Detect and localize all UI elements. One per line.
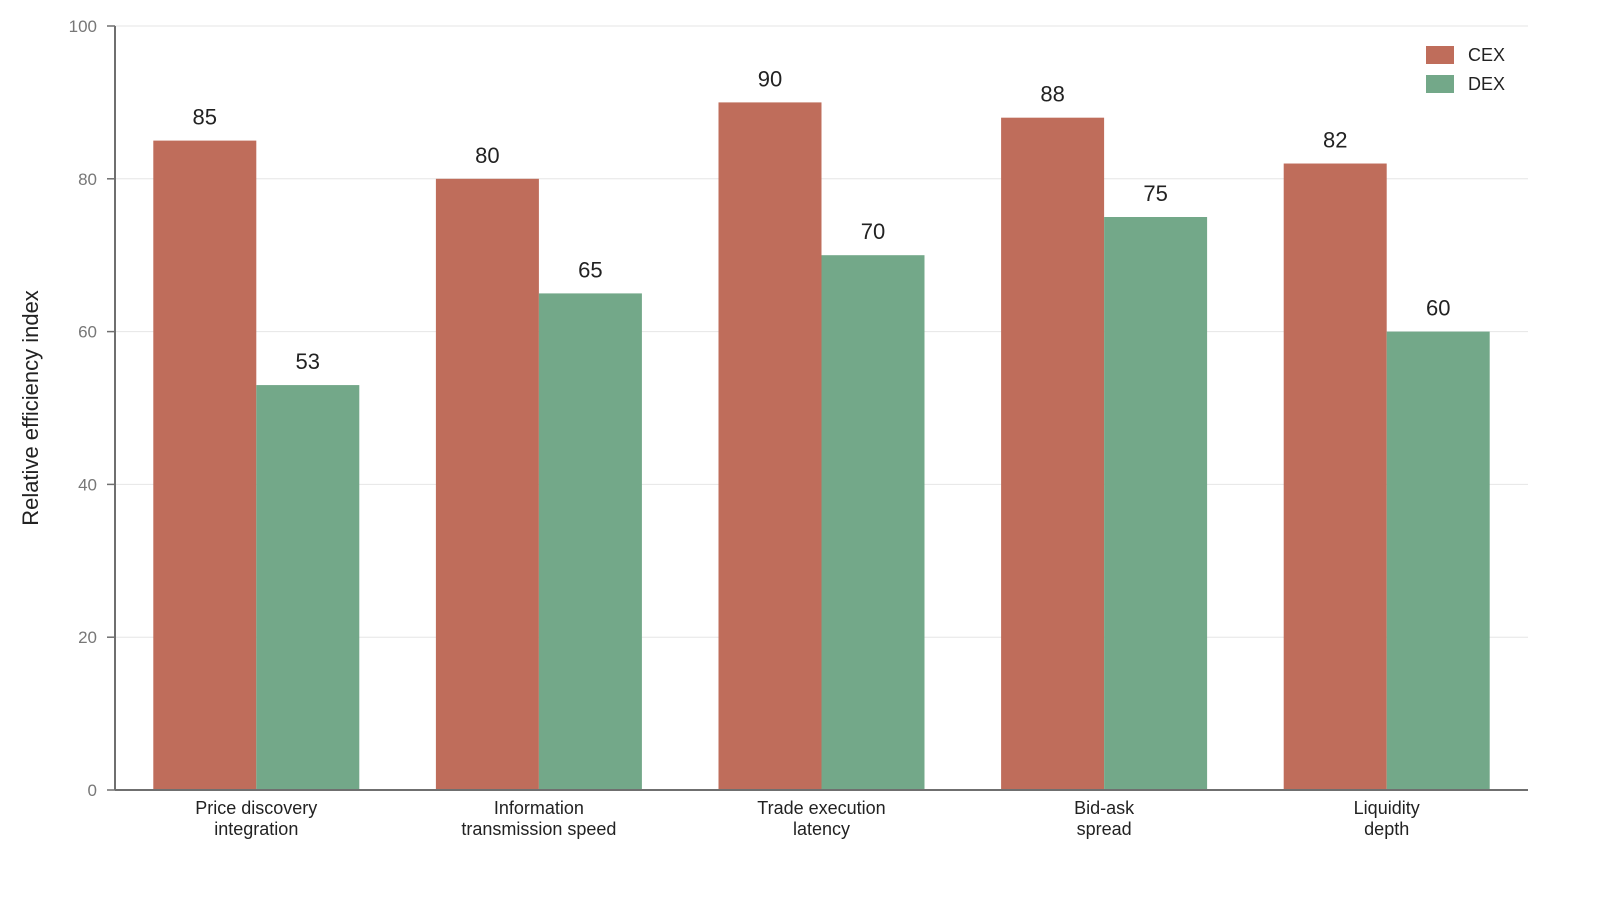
x-tick-label: Liquidity depth <box>1354 798 1420 839</box>
y-tick-label: 20 <box>78 628 97 647</box>
data-label-cex-4: 82 <box>1323 128 1347 153</box>
x-tick-label: Bid-ask spread <box>1074 798 1135 839</box>
x-tick-label-line: Price discovery <box>195 798 317 818</box>
data-label-dex-2: 70 <box>861 219 885 244</box>
data-label-cex-3: 88 <box>1040 82 1064 107</box>
axes <box>107 25 1528 791</box>
x-tick-label: Information transmission speed <box>461 798 616 839</box>
bar-dex-4 <box>1386 331 1490 790</box>
bar-cex-2 <box>718 102 822 790</box>
legend-swatch-dex <box>1426 75 1454 93</box>
data-label-dex-4: 60 <box>1426 296 1450 321</box>
x-tick-label-line: integration <box>214 819 298 839</box>
legend-label-dex: DEX <box>1468 74 1505 94</box>
y-tick-label: 60 <box>78 323 97 342</box>
data-label-cex-1: 80 <box>475 143 499 168</box>
x-tick-label: Trade execution latency <box>757 798 885 839</box>
legend-swatch-cex <box>1426 46 1454 64</box>
bar-dex-3 <box>1104 217 1208 790</box>
x-tick-label-line: transmission speed <box>461 819 616 839</box>
y-axis-title: Relative efficiency index <box>18 290 43 526</box>
bar-dex-2 <box>821 255 925 790</box>
x-tick-label-line: Trade execution <box>757 798 885 818</box>
x-tick-label: Price discovery integration <box>195 798 317 839</box>
data-labels: 85 53 80 65 90 70 88 75 82 60 <box>193 66 1451 374</box>
bar-dex-1 <box>538 293 642 790</box>
y-tick-labels: 0 20 40 60 80 100 <box>69 17 97 800</box>
y-tick-label: 40 <box>78 475 97 494</box>
data-label-cex-2: 90 <box>758 66 782 91</box>
x-tick-label-line: Liquidity <box>1354 798 1420 818</box>
x-tick-labels: Price discovery integration Information tra… <box>195 798 1419 839</box>
y-tick-label: 100 <box>69 17 97 36</box>
y-tick-label: 80 <box>78 170 97 189</box>
x-tick-label-line: Bid-ask <box>1074 798 1135 818</box>
bar-cex-4 <box>1283 163 1387 790</box>
data-label-dex-1: 65 <box>578 257 602 282</box>
data-label-dex-0: 53 <box>296 349 320 374</box>
bars <box>153 102 1490 791</box>
bar-dex-0 <box>256 385 360 790</box>
data-label-cex-0: 85 <box>193 105 217 130</box>
data-label-dex-3: 75 <box>1143 181 1167 206</box>
legend: CEX DEX <box>1426 45 1505 94</box>
x-tick-label-line: spread <box>1077 819 1132 839</box>
x-tick-label-line: depth <box>1364 819 1409 839</box>
legend-label-cex: CEX <box>1468 45 1505 65</box>
y-tick-label: 0 <box>88 781 97 800</box>
bar-cex-0 <box>153 140 257 791</box>
bar-cex-1 <box>435 178 539 791</box>
bar-cex-3 <box>1001 117 1105 791</box>
x-tick-label-line: latency <box>793 819 850 839</box>
x-tick-label-line: Information <box>494 798 584 818</box>
